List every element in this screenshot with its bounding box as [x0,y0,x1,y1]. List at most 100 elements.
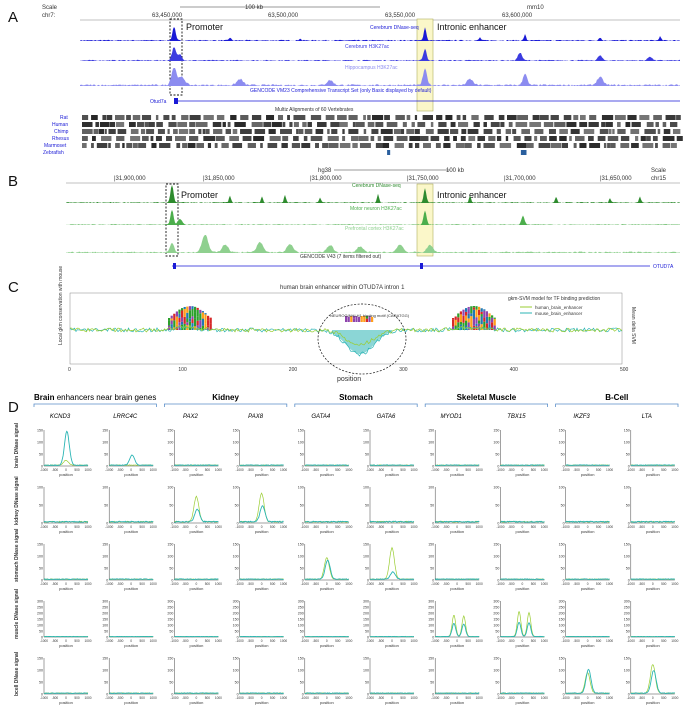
xtick: -500 [313,582,320,586]
logo-mark [204,323,207,330]
small-plot: 0 50 100 150 200 250 300 -1000 -500 0 500 1000 posit… [233,600,288,649]
panel-b-tick-2: |31,850,000 [203,176,235,182]
xtick: -1000 [40,468,48,472]
multiz-block [109,122,116,127]
ytick: 0 [367,579,369,583]
ytick: 100 [233,624,239,628]
ytick: 250 [363,606,369,610]
multiz-block [579,143,587,148]
xtick: 1000 [410,696,417,700]
logo-mark [355,316,358,322]
logo-mark [462,315,465,323]
logo-mark [173,320,176,328]
ytick: 150 [37,618,43,622]
ytick: 100 [363,555,369,559]
ytick: 50 [430,630,434,634]
gene-column-label: GATA6 [377,414,396,420]
gene-column-label: PAX8 [248,414,264,420]
ytick: 100 [428,624,434,628]
ytick: 300 [298,600,304,604]
multiz-block [253,136,265,141]
multiz-block [293,122,299,127]
logo-mark [196,320,199,326]
multiz-block [529,122,542,127]
panel-c-xtick: 500 [620,367,629,373]
logo-mark [194,326,197,330]
multiz-block [271,122,282,127]
xlabel: position [581,643,595,648]
panel-c-motif-circle [317,303,407,375]
logo-mark [196,325,199,330]
ytick: 0 [563,636,565,640]
logo-mark [462,309,465,316]
series-line [435,520,480,523]
ytick: 150 [493,618,499,622]
multiz-block [140,129,146,134]
series-line [43,520,89,523]
xtick: 1000 [476,582,483,586]
xtick: -1000 [627,468,635,472]
logo-mark [470,316,473,325]
row-label: stomach DNase signal [14,528,20,582]
xtick: -500 [378,696,385,700]
logo-mark [201,311,204,313]
xtick: -1000 [366,468,374,472]
multiz-block [130,129,139,134]
ytick: 50 [626,630,630,634]
ytick: 0 [171,693,173,697]
multiz-block [102,115,107,120]
multiz-block [608,129,612,134]
multiz-block [92,136,96,141]
multiz-block [436,115,443,120]
small-plot: 0 50 100 -1000 -500 0 500 1000 position [559,486,614,535]
xtick: 1000 [476,468,483,472]
ytick: 250 [37,606,43,610]
ytick: 300 [624,600,630,604]
multiz-block [348,115,358,120]
ytick: 250 [493,606,499,610]
logo-mark [201,312,204,319]
ytick: 100 [167,624,173,628]
xtick: 0 [65,639,67,643]
xtick: 0 [196,639,198,643]
multiz-block [189,122,196,127]
multiz-block [302,122,307,127]
ytick: 150 [233,543,239,547]
ytick: 100 [233,486,239,490]
species-label: Zebrafish [43,150,64,156]
panel-c-xlabel: position [337,376,361,383]
xtick: -1000 [562,696,570,700]
xtick: 1000 [541,696,548,700]
xtick: 0 [261,639,263,643]
ytick: 50 [561,453,565,457]
logo-mark [480,314,483,317]
multiz-block [445,115,453,120]
xtick: 0 [522,468,524,472]
xtick: 1000 [280,468,287,472]
xlabel: position [255,586,269,591]
xtick: 500 [661,525,667,529]
multiz-block [280,129,292,134]
multiz-block [617,122,621,127]
ytick: 50 [169,504,173,508]
xtick: 500 [400,639,406,643]
multiz-block [473,122,480,127]
series-line [174,495,219,523]
panel-b-enhancer-label: Intronic enhancer [437,190,507,200]
xtick: 0 [196,582,198,586]
xtick: 1000 [671,582,678,586]
logo-mark [363,316,366,322]
legend-human-label: human_brain_enhancer [535,305,583,310]
logo-mark [491,315,494,318]
multiz-block [539,115,549,120]
xtick: -500 [182,639,189,643]
ytick: 0 [106,522,108,526]
series-line [108,520,154,523]
ytick: 100 [363,441,369,445]
xtick: 500 [140,525,146,529]
multiz-block [402,122,407,127]
